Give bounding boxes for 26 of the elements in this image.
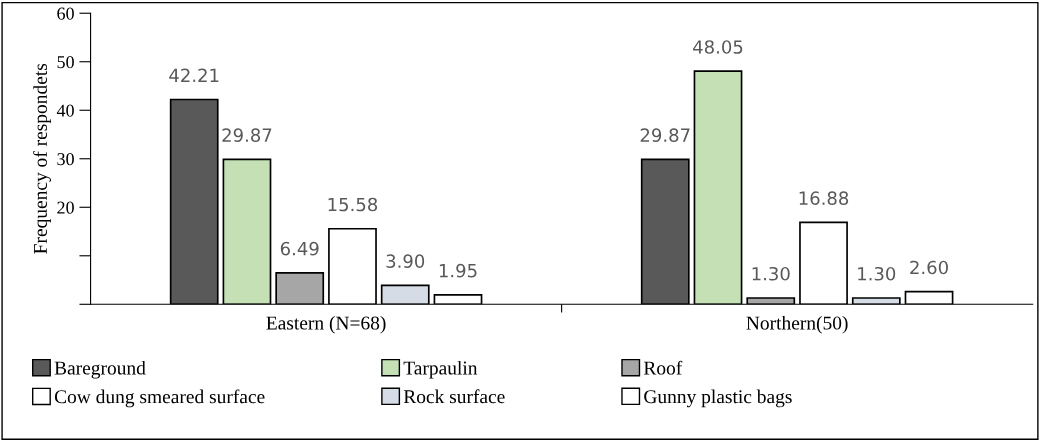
data-label: 1.30 bbox=[858, 266, 896, 281]
legend-label: Bareground bbox=[54, 360, 146, 379]
legend-label: Rock surface bbox=[403, 389, 505, 404]
data-label: 29.87 bbox=[640, 128, 690, 142]
y-tick-label: 30 bbox=[57, 153, 74, 166]
legend-label: Cow dung smeared surface bbox=[54, 389, 265, 408]
y-tick-label: 60 bbox=[57, 7, 74, 20]
y-tick-label: 20 bbox=[57, 201, 74, 214]
data-label: 3.90 bbox=[386, 254, 425, 268]
x-tick-label: Eastern (N=68) bbox=[266, 315, 386, 334]
y-tick-label: 50 bbox=[57, 56, 74, 69]
data-label: 29.87 bbox=[222, 128, 272, 142]
y-tick-label: 40 bbox=[56, 104, 74, 117]
data-label: 42.21 bbox=[169, 68, 219, 82]
data-label: 1.30 bbox=[752, 266, 790, 281]
legend-label: Gunny plastic bags bbox=[644, 389, 792, 408]
data-label: 16.88 bbox=[799, 191, 849, 206]
data-label: 15.58 bbox=[328, 197, 378, 212]
data-label: 48.05 bbox=[693, 40, 743, 54]
x-tick-label: Northern(50) bbox=[746, 315, 848, 334]
y-axis-title: Frequency of respondets bbox=[33, 63, 51, 254]
legend-label: Tarpaulin bbox=[403, 360, 478, 379]
data-label: 6.49 bbox=[280, 241, 319, 256]
data-label: 1.95 bbox=[439, 263, 477, 278]
legend-label: Roof bbox=[643, 360, 683, 375]
data-label: 2.60 bbox=[910, 260, 948, 275]
